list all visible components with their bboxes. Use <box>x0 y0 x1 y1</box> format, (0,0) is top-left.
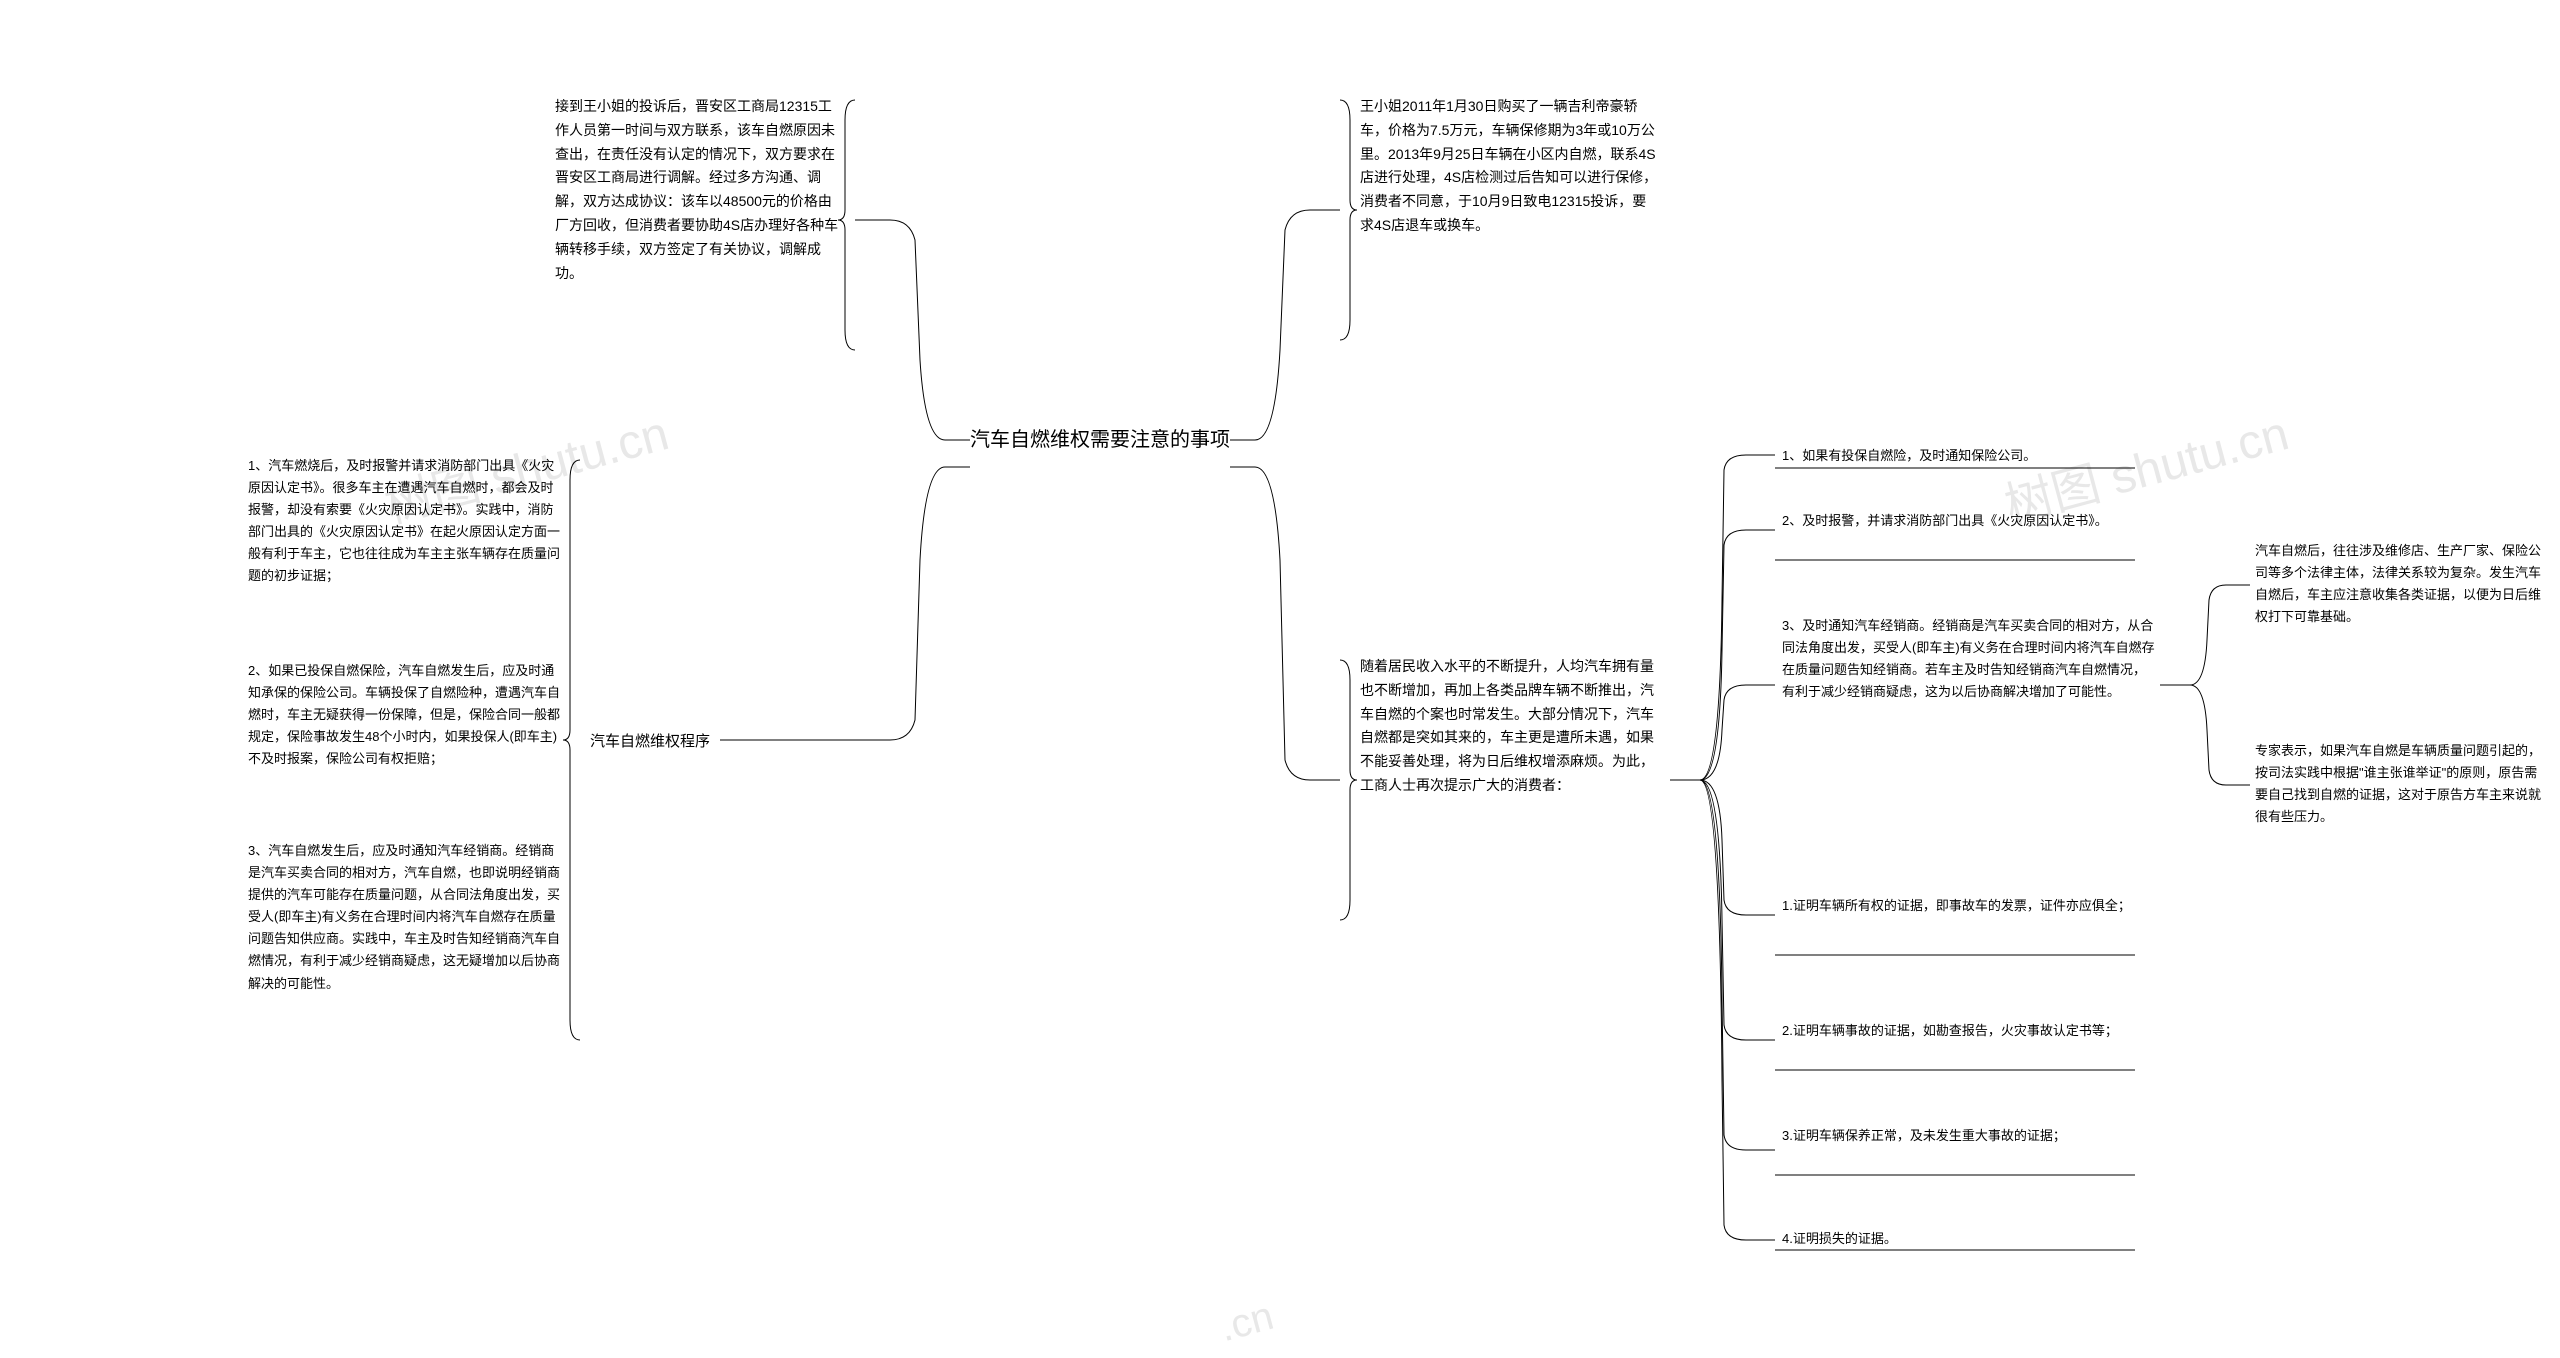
evidence-1: 1.证明车辆所有权的证据，即事故车的发票，证件亦应俱全； <box>1782 895 2132 917</box>
procedure-item-2: 2、如果已投保自燃保险，汽车自燃发生后，应及时通知承保的保险公司。车辆投保了自燃… <box>248 660 562 770</box>
center-node: 汽车自燃维权需要注意的事项 <box>970 425 1230 455</box>
procedure-item-3: 3、汽车自燃发生后，应及时通知汽车经销商。经销商是汽车买卖合同的相对方，汽车自燃… <box>248 840 562 995</box>
tip-3: 3、及时通知汽车经销商。经销商是汽车买卖合同的相对方，从合同法角度出发，买受人(… <box>1782 615 2157 703</box>
tip-3-sub-a: 汽车自燃后，往往涉及维修店、生产厂家、保险公司等多个法律主体，法律关系较为复杂。… <box>2255 540 2545 628</box>
procedure-item-1: 1、汽车燃烧后，及时报警并请求消防部门出具《火灾原因认定书》。很多车主在遭遇汽车… <box>248 455 562 588</box>
tip-3-sub-b: 专家表示，如果汽车自燃是车辆质量问题引起的，按司法实践中根据"谁主张谁举证"的原… <box>2255 740 2545 828</box>
tip-1: 1、如果有投保自燃险，及时通知保险公司。 <box>1782 445 2137 467</box>
right-case-description: 王小姐2011年1月30日购买了一辆吉利帝豪轿车，价格为7.5万元，车辆保修期为… <box>1360 95 1660 238</box>
evidence-3: 3.证明车辆保养正常，及未发生重大事故的证据； <box>1782 1125 2132 1147</box>
evidence-2: 2.证明车辆事故的证据，如勘查报告，火灾事故认定书等； <box>1782 1020 2132 1042</box>
watermark: .cn <box>1215 1294 1278 1351</box>
left-case-resolution: 接到王小姐的投诉后，晋安区工商局12315工作人员第一时间与双方联系，该车自燃原… <box>555 95 845 285</box>
left-procedure-title: 汽车自燃维权程序 <box>590 730 710 754</box>
evidence-4: 4.证明损失的证据。 <box>1782 1228 2132 1250</box>
tip-2: 2、及时报警，并请求消防部门出具《火灾原因认定书》。 <box>1782 510 2137 532</box>
right-consumer-tips-intro: 随着居民收入水平的不断提升，人均汽车拥有量也不断增加，再加上各类品牌车辆不断推出… <box>1360 655 1660 798</box>
